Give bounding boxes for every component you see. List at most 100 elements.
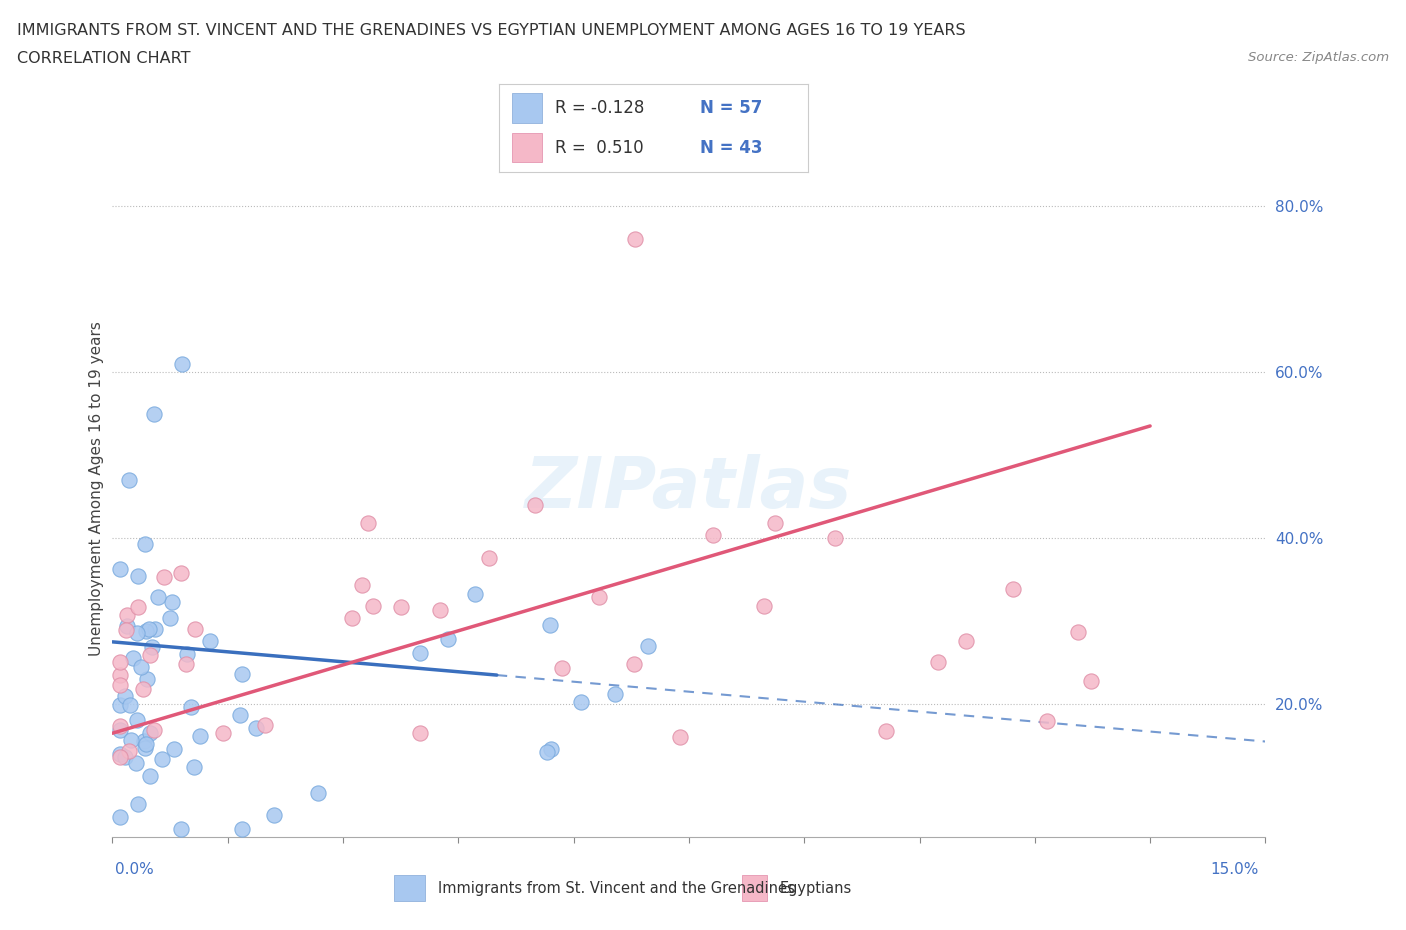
- Point: [134, 740, 156, 755]
- FancyBboxPatch shape: [512, 93, 543, 123]
- Point: [138, 621, 160, 636]
- Point: [136, 671, 159, 686]
- Point: [1080, 674, 1102, 689]
- Point: [170, 821, 193, 836]
- Point: [174, 657, 197, 671]
- Point: [340, 610, 363, 625]
- Point: [409, 645, 432, 660]
- Point: [437, 631, 460, 646]
- Point: [569, 695, 592, 710]
- Point: [125, 712, 148, 727]
- Point: [588, 590, 610, 604]
- Point: [409, 725, 432, 740]
- Point: [108, 668, 131, 683]
- Point: [118, 743, 141, 758]
- Point: [389, 600, 412, 615]
- Text: CORRELATION CHART: CORRELATION CHART: [17, 51, 190, 66]
- Point: [132, 734, 155, 749]
- Point: [148, 590, 170, 604]
- Point: [127, 796, 149, 811]
- Point: [253, 718, 276, 733]
- Point: [624, 232, 647, 246]
- Point: [536, 744, 558, 759]
- Point: [211, 725, 233, 740]
- Point: [478, 551, 501, 565]
- Point: [180, 700, 202, 715]
- Point: [1067, 624, 1090, 639]
- Point: [623, 657, 645, 671]
- Point: [200, 633, 222, 648]
- Point: [132, 682, 155, 697]
- Point: [160, 594, 183, 609]
- Point: [229, 708, 252, 723]
- Point: [118, 472, 141, 487]
- Point: [135, 737, 157, 751]
- Point: [163, 741, 186, 756]
- Text: Source: ZipAtlas.com: Source: ZipAtlas.com: [1249, 51, 1389, 64]
- Point: [142, 723, 165, 737]
- Point: [120, 733, 142, 748]
- Text: 15.0%: 15.0%: [1211, 862, 1258, 877]
- Point: [1036, 713, 1059, 728]
- Point: [114, 750, 136, 764]
- Point: [170, 356, 193, 371]
- Point: [117, 607, 139, 622]
- Point: [143, 406, 166, 421]
- Point: [824, 530, 846, 545]
- Text: 0.0%: 0.0%: [115, 862, 155, 877]
- Point: [115, 618, 138, 633]
- Point: [143, 622, 166, 637]
- Point: [307, 786, 329, 801]
- Point: [752, 598, 775, 613]
- Point: [108, 698, 131, 712]
- Point: [121, 650, 143, 665]
- Point: [127, 568, 149, 583]
- Point: [139, 725, 162, 740]
- Point: [188, 729, 211, 744]
- Text: IMMIGRANTS FROM ST. VINCENT AND THE GRENADINES VS EGYPTIAN UNEMPLOYMENT AMONG AG: IMMIGRANTS FROM ST. VINCENT AND THE GREN…: [17, 23, 966, 38]
- Point: [134, 537, 156, 551]
- Point: [114, 688, 136, 703]
- Point: [429, 603, 451, 618]
- Text: R = -0.128: R = -0.128: [555, 99, 644, 117]
- Point: [183, 760, 205, 775]
- Point: [603, 686, 626, 701]
- Point: [135, 623, 157, 638]
- Point: [231, 667, 253, 682]
- Point: [114, 623, 136, 638]
- Point: [356, 515, 378, 530]
- Point: [108, 719, 131, 734]
- Point: [108, 655, 131, 670]
- Text: N = 43: N = 43: [700, 139, 762, 157]
- Point: [875, 724, 897, 738]
- Point: [702, 527, 724, 542]
- Point: [637, 638, 659, 653]
- Point: [125, 756, 148, 771]
- Point: [464, 587, 486, 602]
- Point: [118, 698, 141, 712]
- Point: [153, 570, 176, 585]
- Text: N = 57: N = 57: [700, 99, 762, 117]
- Point: [176, 646, 198, 661]
- Point: [955, 633, 977, 648]
- Point: [108, 562, 131, 577]
- Point: [669, 729, 692, 744]
- Point: [127, 600, 149, 615]
- Point: [108, 747, 131, 762]
- Point: [108, 750, 131, 764]
- Point: [1002, 581, 1025, 596]
- Point: [361, 598, 384, 613]
- Text: Immigrants from St. Vincent and the Grenadines: Immigrants from St. Vincent and the Gren…: [439, 881, 794, 896]
- Point: [352, 578, 374, 592]
- Point: [159, 611, 181, 626]
- Point: [184, 621, 207, 636]
- Point: [129, 659, 152, 674]
- FancyBboxPatch shape: [512, 133, 543, 163]
- Point: [108, 677, 131, 692]
- Point: [245, 721, 267, 736]
- Text: ZIPatlas: ZIPatlas: [526, 454, 852, 523]
- Point: [170, 565, 193, 580]
- Point: [150, 751, 173, 766]
- FancyBboxPatch shape: [742, 875, 768, 901]
- Text: Egyptians: Egyptians: [779, 881, 852, 896]
